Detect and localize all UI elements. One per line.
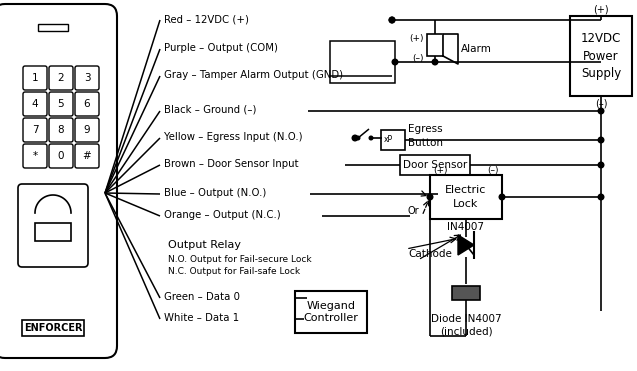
Text: (–): (–) xyxy=(487,167,499,175)
Bar xyxy=(38,24,68,31)
Text: Purple – Output (COM): Purple – Output (COM) xyxy=(164,43,278,53)
Text: 8: 8 xyxy=(58,125,64,135)
Text: Electric: Electric xyxy=(445,186,487,196)
FancyBboxPatch shape xyxy=(75,66,99,90)
Circle shape xyxy=(432,59,438,65)
Text: Door Sensor: Door Sensor xyxy=(403,160,467,170)
FancyBboxPatch shape xyxy=(75,144,99,168)
Text: White – Data 1: White – Data 1 xyxy=(164,313,239,323)
Circle shape xyxy=(389,17,395,23)
Text: (included): (included) xyxy=(440,327,492,337)
FancyBboxPatch shape xyxy=(49,118,73,142)
Text: (–): (–) xyxy=(595,98,607,108)
FancyBboxPatch shape xyxy=(0,4,117,358)
Circle shape xyxy=(352,135,358,141)
FancyBboxPatch shape xyxy=(49,92,73,116)
Text: Power: Power xyxy=(583,49,619,62)
Text: 5: 5 xyxy=(58,99,64,109)
Text: Red – 12VDC (+): Red – 12VDC (+) xyxy=(164,14,249,24)
Text: 4: 4 xyxy=(32,99,38,109)
Circle shape xyxy=(369,136,373,140)
Text: N.C. Output for Fail-safe Lock: N.C. Output for Fail-safe Lock xyxy=(168,266,300,276)
Text: xP: xP xyxy=(384,135,393,144)
Text: 7: 7 xyxy=(32,125,38,135)
Text: Alarm: Alarm xyxy=(461,44,492,54)
Text: Supply: Supply xyxy=(581,67,621,80)
Circle shape xyxy=(598,137,604,143)
Text: IN4007: IN4007 xyxy=(448,222,485,232)
Text: 12VDC: 12VDC xyxy=(581,32,621,45)
Circle shape xyxy=(356,136,360,140)
FancyBboxPatch shape xyxy=(75,92,99,116)
Bar xyxy=(381,130,405,150)
Polygon shape xyxy=(458,235,474,255)
Bar xyxy=(570,16,632,96)
Circle shape xyxy=(598,194,604,200)
FancyBboxPatch shape xyxy=(75,118,99,142)
Circle shape xyxy=(499,194,505,200)
Polygon shape xyxy=(443,34,458,64)
Bar xyxy=(22,320,84,336)
Text: Brown – Door Sensor Input: Brown – Door Sensor Input xyxy=(164,159,299,169)
Text: 0: 0 xyxy=(58,151,64,161)
Text: Egress: Egress xyxy=(408,124,443,134)
Text: Cathode: Cathode xyxy=(408,249,452,259)
Text: Diode IN4007: Diode IN4007 xyxy=(431,314,501,324)
Circle shape xyxy=(598,108,604,114)
Text: Blue – Output (N.O.): Blue – Output (N.O.) xyxy=(164,188,266,198)
Bar xyxy=(452,286,480,300)
Text: Output Relay: Output Relay xyxy=(168,240,241,250)
FancyBboxPatch shape xyxy=(23,118,47,142)
Text: Or: Or xyxy=(408,206,420,216)
Text: 2: 2 xyxy=(58,73,64,83)
Text: 6: 6 xyxy=(83,99,90,109)
Text: Controller: Controller xyxy=(304,313,359,323)
Text: ENFORCER: ENFORCER xyxy=(24,323,82,333)
Text: N.O. Output for Fail-secure Lock: N.O. Output for Fail-secure Lock xyxy=(168,255,311,263)
Bar xyxy=(330,41,395,83)
Text: Green – Data 0: Green – Data 0 xyxy=(164,292,240,302)
FancyBboxPatch shape xyxy=(49,144,73,168)
Text: (+): (+) xyxy=(593,4,609,14)
FancyBboxPatch shape xyxy=(18,184,88,267)
Text: Button: Button xyxy=(408,138,443,148)
Text: Lock: Lock xyxy=(454,198,478,209)
Bar xyxy=(430,175,502,219)
Text: 1: 1 xyxy=(32,73,38,83)
Text: (+): (+) xyxy=(433,167,448,175)
Text: Orange – Output (N.C.): Orange – Output (N.C.) xyxy=(164,210,281,220)
FancyBboxPatch shape xyxy=(23,92,47,116)
Bar xyxy=(400,155,470,175)
Circle shape xyxy=(427,194,433,200)
Text: Black – Ground (–): Black – Ground (–) xyxy=(164,105,257,115)
Circle shape xyxy=(389,17,395,23)
Text: 9: 9 xyxy=(83,125,90,135)
Circle shape xyxy=(598,162,604,168)
Text: *: * xyxy=(32,151,38,161)
Text: Gray – Tamper Alarm Output (GND): Gray – Tamper Alarm Output (GND) xyxy=(164,70,343,80)
Text: Yellow – Egress Input (N.O.): Yellow – Egress Input (N.O.) xyxy=(164,132,303,142)
Text: (+): (+) xyxy=(410,33,424,43)
FancyBboxPatch shape xyxy=(23,144,47,168)
Text: #: # xyxy=(83,151,91,161)
Text: (–): (–) xyxy=(413,53,424,62)
Bar xyxy=(295,291,367,333)
Bar xyxy=(35,223,71,241)
Circle shape xyxy=(392,59,397,65)
FancyBboxPatch shape xyxy=(49,66,73,90)
Bar xyxy=(427,34,443,56)
Text: Wiegand: Wiegand xyxy=(306,301,355,311)
Text: 3: 3 xyxy=(83,73,90,83)
FancyBboxPatch shape xyxy=(23,66,47,90)
